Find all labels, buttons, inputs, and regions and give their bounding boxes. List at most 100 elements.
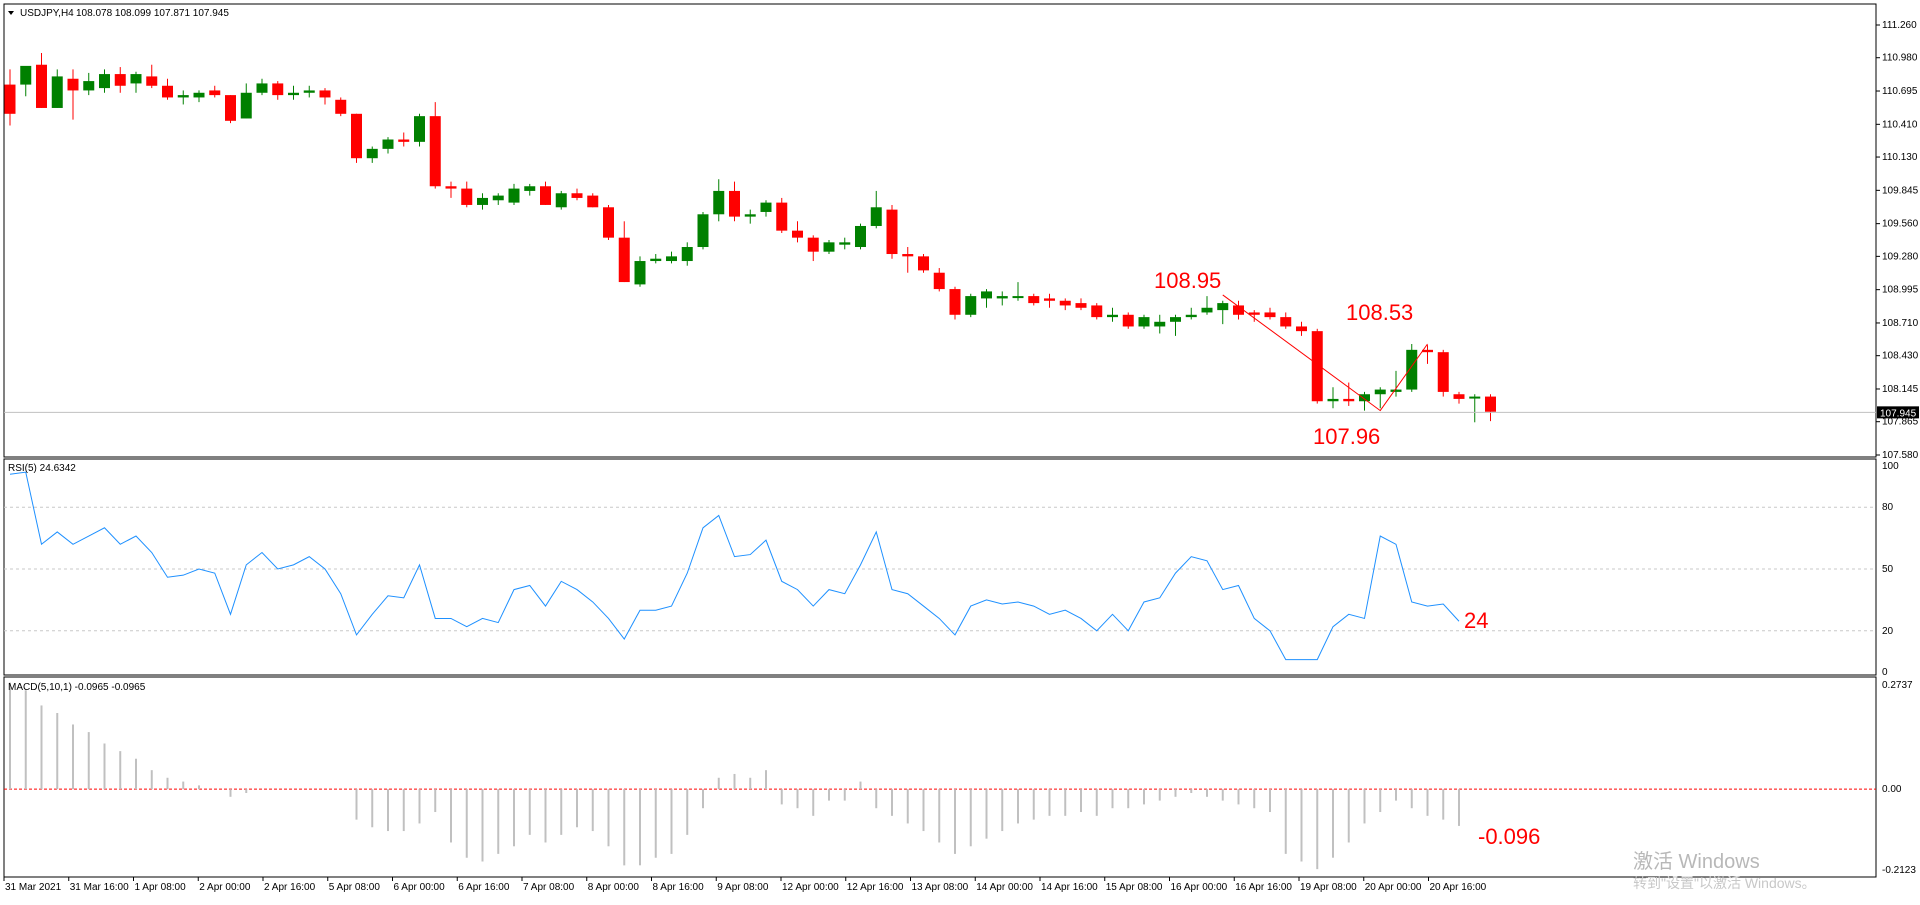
candle-body xyxy=(1201,307,1213,313)
candle-body xyxy=(996,296,1008,299)
price-tick-label: 107.865 xyxy=(1882,417,1919,428)
chevron-down-icon[interactable] xyxy=(8,11,14,15)
time-tick-label: 6 Apr 16:00 xyxy=(458,882,510,893)
rsi-panel[interactable] xyxy=(3,458,1877,676)
candle-body xyxy=(981,291,992,299)
candle-body xyxy=(634,261,646,285)
price-tick-label: 109.845 xyxy=(1882,185,1919,196)
candle-body xyxy=(1091,305,1103,318)
candle-body xyxy=(508,188,520,203)
candle-body xyxy=(1296,326,1307,332)
macd-panel[interactable] xyxy=(3,676,1877,878)
candle-body xyxy=(256,83,268,93)
time-tick-label: 19 Apr 08:00 xyxy=(1300,882,1357,893)
candle-body xyxy=(1280,317,1292,327)
price-tick-label: 108.145 xyxy=(1882,384,1919,395)
time-axis: 31 Mar 2021 31 Mar 16:00 1 Apr 08:00 2 Apr … xyxy=(3,877,1487,893)
candle-body xyxy=(288,92,299,96)
candle-body xyxy=(1359,394,1370,402)
candle-body xyxy=(319,90,331,98)
macd-histogram xyxy=(9,682,1460,870)
candle-body xyxy=(1422,349,1433,353)
candle-body xyxy=(1154,321,1166,327)
time-tick-label: 16 Apr 16:00 xyxy=(1235,882,1292,893)
candle-body xyxy=(1343,398,1355,402)
price-tick-label: 107.580 xyxy=(1882,450,1919,461)
candle-body xyxy=(1122,314,1134,327)
candle-body xyxy=(1264,312,1276,318)
price-tick-label: 110.410 xyxy=(1882,119,1918,130)
time-tick-label: 13 Apr 08:00 xyxy=(912,882,969,893)
candle-body xyxy=(1469,396,1481,399)
annotation-high-1: 108.95 xyxy=(1154,268,1221,293)
candle-body xyxy=(162,85,173,98)
candle-body xyxy=(1437,352,1449,392)
price-tick-label: 109.280 xyxy=(1882,251,1919,262)
candle-body xyxy=(209,90,221,96)
candle-body xyxy=(303,90,315,93)
candle-body xyxy=(1107,314,1118,318)
candle-body xyxy=(366,148,378,159)
ohlc-label: 108.078 108.099 107.871 107.945 xyxy=(76,8,229,19)
candlestick-series xyxy=(4,53,1496,423)
candle-body xyxy=(1138,317,1150,327)
candle-body xyxy=(335,99,347,114)
rsi-tick-label: 0 xyxy=(1882,667,1888,678)
candle-body xyxy=(713,190,725,215)
rsi-label: RSI(5) 24.6342 xyxy=(8,463,76,474)
price-tick-label: 108.995 xyxy=(1882,285,1919,296)
rsi-tick-label: 20 xyxy=(1882,626,1894,637)
rsi-annotation: 24 xyxy=(1464,608,1488,633)
candle-body xyxy=(1406,349,1418,390)
candle-body xyxy=(760,202,772,212)
candle-body xyxy=(1233,305,1244,315)
candle-body xyxy=(555,193,567,208)
candle-body xyxy=(729,190,740,217)
rsi-line xyxy=(9,471,1460,661)
candle-body xyxy=(744,214,756,217)
price-panel[interactable] xyxy=(3,3,1877,458)
candle-body xyxy=(398,139,410,142)
time-tick-label: 2 Apr 00:00 xyxy=(199,882,251,893)
candle-body xyxy=(1390,389,1402,392)
candle-body xyxy=(414,116,425,142)
candle-body xyxy=(1170,317,1181,322)
candle-body xyxy=(382,139,394,149)
candle-body xyxy=(272,83,284,96)
price-axis: 111.260 110.980 110.695 110.410 110.130 109.8… xyxy=(1876,20,1919,461)
candle-body xyxy=(461,188,473,205)
candle-body xyxy=(1311,331,1323,402)
rsi-tick-label: 80 xyxy=(1882,502,1894,513)
candle-body xyxy=(67,78,79,91)
candle-body xyxy=(225,95,236,121)
time-tick-label: 31 Mar 16:00 xyxy=(70,882,129,893)
time-tick-label: 14 Apr 16:00 xyxy=(1041,882,1098,893)
time-tick-label: 5 Apr 08:00 xyxy=(329,882,381,893)
macd-annotation: -0.096 xyxy=(1478,824,1540,849)
candle-body xyxy=(776,202,788,231)
candle-body xyxy=(618,237,630,283)
candle-body xyxy=(571,193,583,198)
candle-body xyxy=(445,186,457,189)
symbol-label: USDJPY,H4 xyxy=(20,8,74,19)
candle-body xyxy=(1327,398,1339,402)
candle-body xyxy=(99,74,110,89)
candle-body xyxy=(1075,303,1087,308)
candle-body xyxy=(540,186,551,205)
trend-lines xyxy=(1222,294,1428,412)
candle-body xyxy=(36,64,47,108)
candle-body xyxy=(902,254,914,257)
candle-body xyxy=(240,92,252,119)
candle-body xyxy=(886,209,898,255)
candle-body xyxy=(933,272,945,290)
macd-tick-label: 0.00 xyxy=(1882,784,1902,795)
candle-body xyxy=(587,195,599,208)
candle-body xyxy=(20,65,32,85)
candle-body xyxy=(792,230,803,238)
candle-body xyxy=(1485,396,1496,412)
candle-body xyxy=(177,95,189,98)
candle-body xyxy=(1044,298,1055,301)
candle-body xyxy=(114,74,126,86)
